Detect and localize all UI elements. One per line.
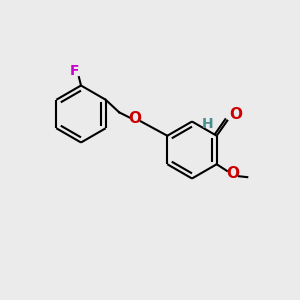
Text: H: H (202, 117, 214, 131)
Text: O: O (128, 111, 141, 126)
Text: O: O (226, 166, 239, 181)
Text: O: O (229, 107, 242, 122)
Text: F: F (70, 64, 79, 78)
